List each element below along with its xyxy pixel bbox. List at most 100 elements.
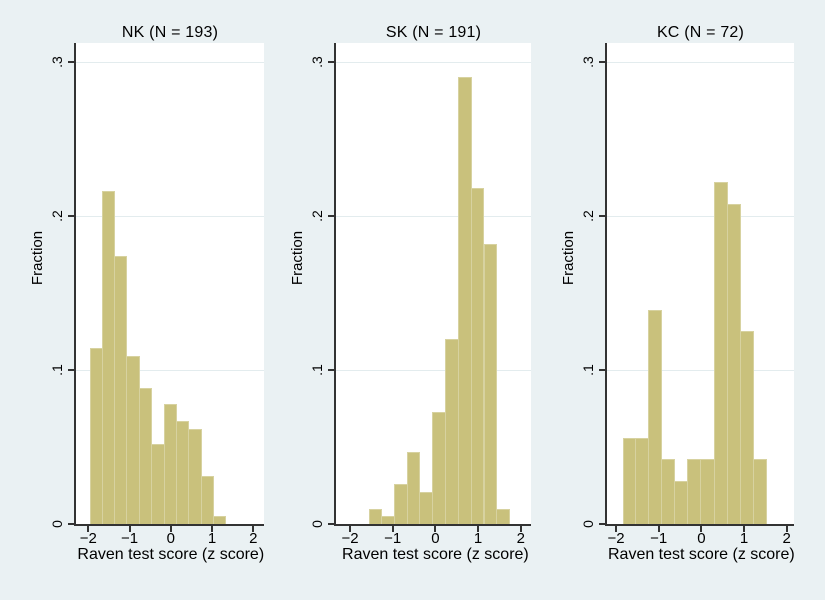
x-tick-label: 1 bbox=[739, 530, 749, 547]
histogram-bar bbox=[101, 191, 116, 524]
panel-title: SK (N = 191) bbox=[385, 24, 482, 41]
histogram-bar bbox=[445, 339, 459, 524]
histogram-bar bbox=[648, 310, 663, 524]
y-tick-label: .3 bbox=[309, 56, 325, 68]
y-axis-line bbox=[334, 43, 336, 526]
plot-area: 0 .1 .2 .3 −2 −1 0 1 2 bbox=[309, 43, 531, 547]
histogram-bar bbox=[432, 412, 447, 524]
y-tick-label: 0 bbox=[580, 520, 596, 528]
x-tick-label: 2 bbox=[516, 530, 525, 547]
panel-title: NK (N = 193) bbox=[121, 24, 219, 41]
x-tick bbox=[391, 526, 394, 532]
plot-area: 0 .1 .2 .3 −2 −1 0 1 2 bbox=[49, 43, 264, 547]
histogram-bar bbox=[126, 356, 140, 524]
x-tick bbox=[657, 526, 660, 532]
x-tick bbox=[519, 526, 522, 532]
y-tick bbox=[68, 369, 74, 371]
x-axis-label: Raven test score (z score) bbox=[607, 546, 795, 563]
y-tick bbox=[599, 215, 605, 217]
y-tick bbox=[68, 61, 74, 63]
histogram-bar bbox=[200, 476, 215, 524]
y-tick-label: 0 bbox=[309, 520, 325, 528]
gridline bbox=[76, 216, 264, 217]
plot-area: 0 .1 .2 .3 −2 −1 0 1 2 bbox=[580, 43, 794, 547]
x-tick bbox=[128, 526, 131, 532]
x-tick-label: 0 bbox=[166, 530, 175, 547]
histogram-bar bbox=[138, 388, 153, 524]
x-tick-label: 2 bbox=[249, 530, 258, 547]
histogram-bar bbox=[419, 492, 434, 524]
y-tick-label: .1 bbox=[580, 364, 596, 376]
x-axis-line bbox=[605, 524, 794, 526]
x-tick-label: −2 bbox=[79, 530, 97, 547]
y-tick-label: .3 bbox=[49, 56, 65, 68]
x-tick bbox=[700, 526, 703, 532]
histogram-bar bbox=[752, 459, 767, 524]
y-tick-label: .1 bbox=[309, 364, 325, 376]
x-tick-label: 0 bbox=[431, 530, 440, 547]
histogram-bar bbox=[496, 509, 511, 524]
histogram-bar bbox=[188, 429, 202, 524]
y-axis-line bbox=[74, 43, 76, 526]
y-tick-label: .1 bbox=[49, 364, 65, 376]
y-tick bbox=[68, 523, 74, 525]
x-axis-label: Raven test score (z score) bbox=[342, 546, 529, 563]
gridline bbox=[607, 62, 794, 63]
histogram-bar bbox=[470, 188, 485, 524]
x-tick-label: −1 bbox=[120, 530, 139, 547]
x-tick bbox=[211, 526, 214, 532]
y-tick bbox=[328, 523, 334, 525]
y-tick-label: 0 bbox=[49, 520, 65, 528]
x-tick bbox=[252, 526, 255, 532]
y-tick bbox=[599, 61, 605, 63]
panel-title: KC (N = 72) bbox=[656, 24, 745, 41]
y-axis-label: Fraction bbox=[560, 230, 577, 286]
histogram-bar bbox=[213, 516, 227, 524]
y-tick-label: .2 bbox=[580, 210, 596, 222]
y-axis-line bbox=[605, 43, 607, 526]
histogram-bar bbox=[483, 244, 498, 524]
x-axis-line bbox=[334, 524, 531, 526]
y-tick bbox=[328, 61, 334, 63]
gridline bbox=[607, 216, 794, 217]
histogram-bar bbox=[393, 484, 408, 524]
y-tick-label: .3 bbox=[580, 56, 596, 68]
histogram-bar bbox=[700, 459, 715, 524]
histogram-bar bbox=[406, 452, 421, 524]
x-tick-label: 1 bbox=[473, 530, 483, 547]
gridline bbox=[336, 216, 531, 217]
y-axis-label: Fraction bbox=[289, 230, 306, 286]
histogram-bar bbox=[114, 256, 128, 524]
y-tick-label: .2 bbox=[309, 210, 325, 222]
histogram-bar bbox=[163, 404, 177, 524]
x-axis-line bbox=[74, 524, 264, 526]
x-tick bbox=[615, 526, 617, 532]
x-tick-label: 1 bbox=[207, 530, 217, 547]
x-tick bbox=[349, 526, 351, 532]
x-tick bbox=[785, 526, 788, 532]
gridline bbox=[76, 62, 264, 63]
y-tick bbox=[599, 523, 605, 525]
histogram-bar bbox=[687, 459, 702, 524]
x-tick-label: −1 bbox=[650, 530, 668, 547]
x-tick bbox=[743, 526, 746, 532]
y-tick bbox=[599, 369, 605, 371]
histogram-bar bbox=[381, 516, 395, 524]
gridline bbox=[607, 370, 794, 371]
x-axis-label: Raven test score (z score) bbox=[77, 546, 265, 563]
x-tick-label: −2 bbox=[341, 530, 359, 547]
histogram-bar bbox=[175, 421, 190, 524]
x-tick bbox=[87, 526, 90, 532]
y-axis-label: Fraction bbox=[29, 230, 46, 286]
y-tick bbox=[68, 215, 74, 217]
histogram-bar bbox=[739, 331, 754, 524]
gridline bbox=[336, 62, 531, 63]
x-tick-label: −1 bbox=[384, 530, 402, 547]
x-tick bbox=[169, 526, 172, 532]
gridline bbox=[76, 370, 264, 371]
x-tick bbox=[434, 526, 437, 532]
histogram-bar bbox=[661, 459, 676, 524]
histogram-bar bbox=[674, 481, 689, 524]
histogram-bar bbox=[457, 77, 472, 524]
